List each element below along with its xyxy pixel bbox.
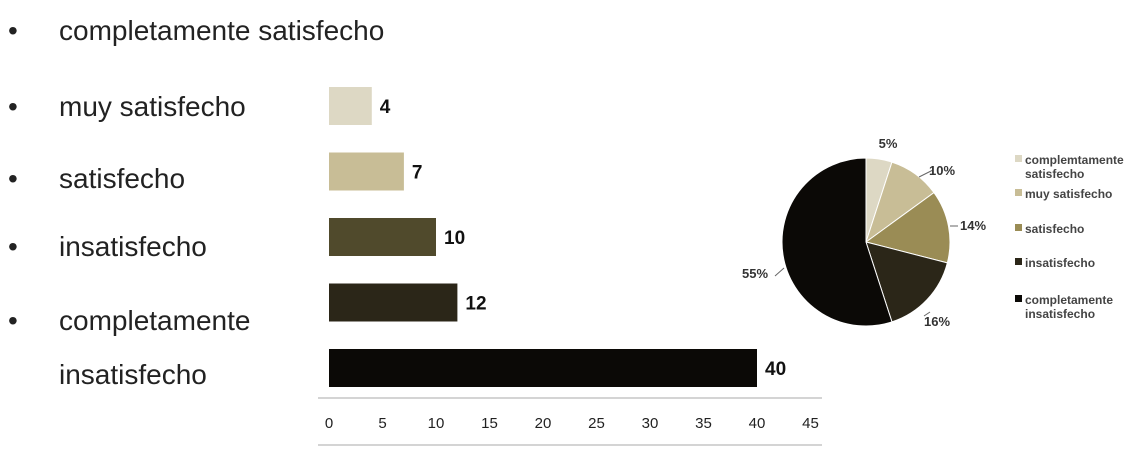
x-tick-label: 25 [588, 415, 605, 432]
bar-data-label: 40 [765, 359, 786, 380]
legend-label: satisfecho [1025, 167, 1084, 181]
bullet-text: completamente [59, 305, 251, 336]
bullet-dot: • [8, 231, 18, 262]
bullet-dot: • [8, 15, 18, 46]
x-tick-label: 35 [695, 415, 712, 432]
pie-percent-label: 16% [924, 314, 950, 329]
x-tick-label: 15 [481, 415, 498, 432]
bullet-text: satisfecho [59, 163, 186, 194]
pie-percent-label: 55% [742, 266, 768, 281]
x-tick-label: 45 [802, 415, 819, 432]
legend-label: satisfecho [1025, 222, 1084, 236]
pie-leader-line [918, 169, 934, 178]
bar-data-label: 4 [380, 97, 391, 118]
legend-label: insatisfecho [1025, 307, 1095, 321]
legend-swatch [1015, 295, 1022, 302]
bar [329, 87, 372, 125]
x-tick-label: 20 [535, 415, 552, 432]
bullet-text: insatisfecho [59, 359, 207, 390]
bullet-text: completamente satisfecho [59, 15, 385, 46]
x-tick-label: 30 [642, 415, 659, 432]
bullet-text: insatisfecho [59, 231, 207, 262]
bar-data-label: 10 [444, 228, 465, 249]
legend-swatch [1015, 189, 1022, 196]
pie-slice [865, 241, 948, 323]
bullet-list: • completamente satisfecho • muy satisfe… [0, 0, 384, 449]
legend-swatch [1015, 155, 1022, 162]
bar [329, 349, 757, 387]
bar [329, 218, 436, 256]
legend-swatch [1015, 224, 1022, 231]
bar [329, 152, 404, 191]
pie-leader-line [923, 311, 931, 317]
bar-data-label: 7 [412, 163, 423, 184]
legend-swatch [1015, 258, 1022, 265]
legend-label: completamente [1025, 293, 1113, 307]
bullet-dot: • [8, 91, 18, 122]
x-tick-label: 10 [428, 415, 445, 432]
pie-percent-label: 10% [929, 163, 955, 178]
pie-slice [864, 191, 951, 264]
pie-percent-label: 5% [879, 136, 898, 151]
bullet-dot: • [8, 163, 18, 194]
x-tick-label: 5 [378, 415, 386, 432]
legend-label: complemtamente [1025, 153, 1124, 167]
pie-leader-line [774, 267, 785, 277]
pie-percent-label: 14% [960, 218, 986, 233]
x-tick-label: 0 [325, 415, 333, 432]
x-tick-label: 40 [749, 415, 766, 432]
legend-label: muy satisfecho [1025, 187, 1112, 201]
bullet-dot: • [8, 305, 18, 336]
pie-slice [781, 157, 893, 327]
bar-data-label: 12 [465, 294, 486, 315]
bullet-text: muy satisfecho [59, 91, 246, 122]
bar [329, 283, 458, 322]
legend-label: insatisfecho [1025, 256, 1095, 270]
